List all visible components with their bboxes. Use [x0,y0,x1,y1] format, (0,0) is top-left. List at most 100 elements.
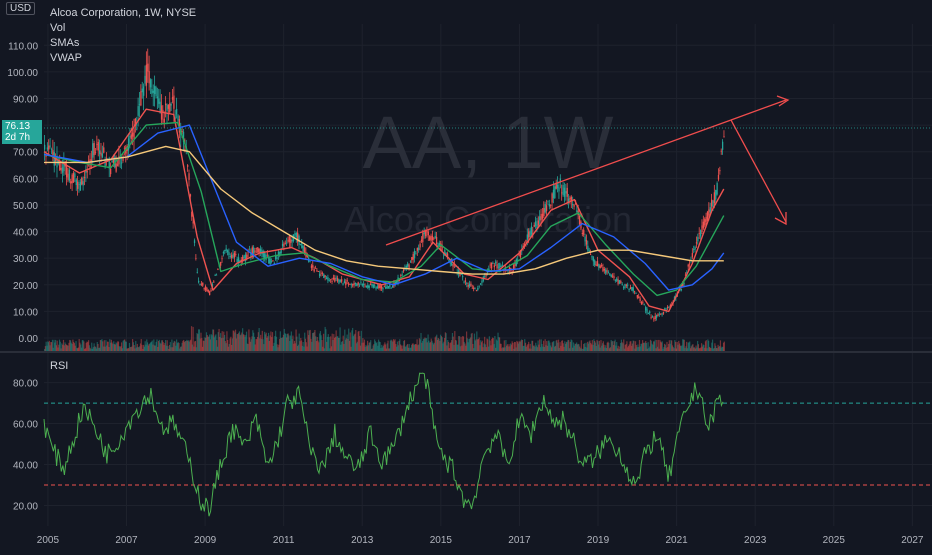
volume-bar [321,340,323,352]
candle-body [89,159,91,168]
volume-bar [688,342,690,352]
candle-body [196,271,198,273]
volume-bar [147,345,149,352]
legend-item-vol[interactable]: Vol [50,22,66,34]
volume-bar [382,345,384,352]
candle-body [93,143,95,156]
legend-title[interactable]: Alcoa Corporation, 1W, NYSE [50,7,197,19]
volume-bar [129,347,131,352]
volume-bar [682,339,684,352]
volume-bar [646,348,648,352]
volume-bar [157,341,160,352]
candle-body [544,204,546,213]
volume-bar [59,341,61,352]
candle-body [303,247,306,254]
volume-bar [608,342,610,352]
candle-body [268,256,270,264]
volume-bar [120,346,122,352]
volume-bar [719,345,721,352]
volume-bar [471,332,473,352]
volume-bar [510,344,512,352]
volume-bar [633,340,635,352]
candle-body [79,181,82,191]
volume-bar [263,344,265,352]
volume-bar [522,345,524,352]
candle-body [441,244,443,252]
volume-bar [283,328,285,352]
legend-item-smas[interactable]: SMAs [50,37,80,49]
candle-body [495,261,497,264]
volume-bar [538,344,540,352]
volume-bar [135,347,138,352]
currency-tag[interactable]: USD [6,2,36,15]
volume-bar [55,345,57,352]
volume-bar [622,343,624,352]
volume-bar [444,332,446,352]
volume-bar [527,344,529,352]
volume-bar [344,339,347,352]
candle-body [713,192,716,204]
volume-bar [513,341,516,352]
volume-bar [272,345,274,352]
candle-body [445,253,447,255]
volume-bar [195,347,197,352]
candle-body [365,285,368,288]
candle-body [572,204,574,206]
trendline-upper-extension[interactable] [730,99,787,121]
candle-body [420,239,423,242]
volume-bar [247,344,249,352]
volume-bar [687,342,689,352]
volume-bar [588,341,590,352]
volume-bar [550,345,552,352]
candle-body [698,233,700,235]
candle-body [433,238,435,240]
legend-item-vwap[interactable]: VWAP [50,52,82,64]
volume-bar [490,345,492,352]
candle-body [438,242,440,246]
volume-bar [502,347,505,352]
volume-bar [385,348,388,352]
volume-bar [414,344,416,352]
volume-bar [227,346,230,352]
volume-bar [80,344,82,352]
volume-bar [260,338,263,352]
volume-bar [679,345,681,352]
candle-body [71,174,73,184]
volume-bar [252,330,254,352]
volume-bar [457,344,459,352]
rsi-label[interactable]: RSI [50,360,69,372]
volume-bar [132,342,134,352]
volume-bar [619,346,621,352]
candle-body [444,250,446,256]
volume-bar [634,348,636,352]
candle-body [346,280,348,282]
volume-bar [598,340,601,352]
volume-bar [97,344,99,352]
volume-bar [495,339,498,352]
volume-bar [463,341,465,352]
projection-arrow[interactable] [730,119,787,223]
volume-bar [262,339,264,352]
volume-bar [658,348,660,352]
volume-bar [442,343,444,352]
volume-bar [112,344,114,352]
volume-bar [293,343,295,352]
candle-body [705,216,707,222]
candle-body [188,173,190,180]
candle-body [284,242,286,244]
volume-bar [721,346,723,352]
volume-bar [691,344,693,352]
volume-bar [250,339,252,352]
volume-bar [432,342,434,352]
candle-body [374,285,376,287]
volume-bar [374,341,377,352]
volume-bar [373,344,375,352]
trendline-upper[interactable] [385,119,732,246]
candle-body [434,235,436,239]
candle-body [145,64,148,86]
volume-bar [200,332,202,352]
volume-bar [629,341,631,352]
watermark: AA, 1W Alcoa Corporation [344,101,632,240]
volume-bar [566,341,568,352]
volume-bar [524,342,527,352]
